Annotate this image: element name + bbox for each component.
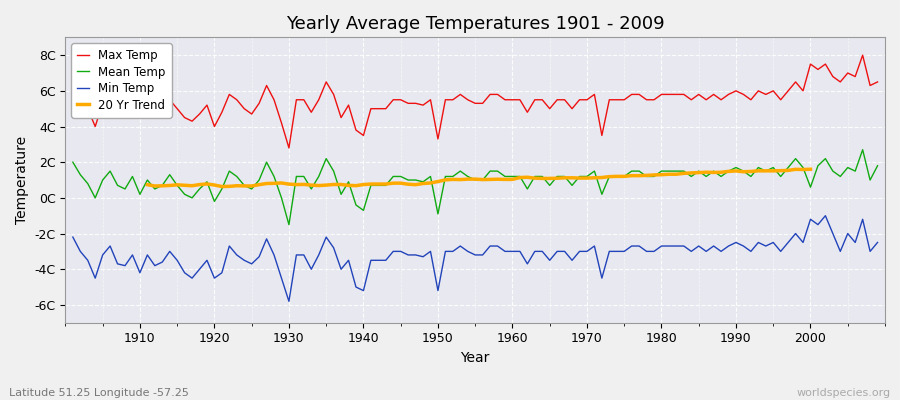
Min Temp: [68, 235, 78, 240]
Max Temp: [604, 97, 615, 102]
X-axis label: Year: Year: [461, 351, 490, 365]
20 Yr Trend: [238, 184, 249, 188]
Min Temp: [604, 249, 615, 254]
Min Temp: [127, 252, 138, 257]
20 Yr Trend: [611, 174, 622, 179]
Line: Mean Temp: Mean Temp: [73, 150, 878, 225]
Line: Max Temp: Max Temp: [73, 55, 878, 148]
Min Temp: [284, 299, 294, 304]
Mean Temp: [604, 174, 615, 179]
Min Temp: [343, 258, 354, 263]
Text: Latitude 51.25 Longitude -57.25: Latitude 51.25 Longitude -57.25: [9, 388, 189, 398]
Min Temp: [820, 213, 831, 218]
20 Yr Trend: [716, 170, 726, 175]
Max Temp: [127, 97, 138, 102]
Mean Temp: [507, 174, 517, 179]
20 Yr Trend: [806, 167, 816, 172]
Min Temp: [872, 240, 883, 245]
Min Temp: [299, 252, 310, 257]
Mean Temp: [515, 174, 526, 179]
Mean Temp: [872, 163, 883, 168]
Max Temp: [284, 146, 294, 150]
Mean Temp: [284, 222, 294, 227]
20 Yr Trend: [217, 184, 228, 189]
Mean Temp: [299, 174, 310, 179]
Max Temp: [857, 53, 868, 58]
20 Yr Trend: [783, 168, 794, 173]
Title: Yearly Average Temperatures 1901 - 2009: Yearly Average Temperatures 1901 - 2009: [286, 15, 664, 33]
Text: worldspecies.org: worldspecies.org: [796, 388, 891, 398]
Max Temp: [68, 85, 78, 90]
Min Temp: [515, 249, 526, 254]
Max Temp: [515, 97, 526, 102]
Mean Temp: [127, 174, 138, 179]
Mean Temp: [343, 180, 354, 184]
Mean Temp: [68, 160, 78, 164]
20 Yr Trend: [701, 170, 712, 174]
Y-axis label: Temperature: Temperature: [15, 136, 29, 224]
Max Temp: [507, 97, 517, 102]
Min Temp: [507, 249, 517, 254]
Line: 20 Yr Trend: 20 Yr Trend: [148, 169, 811, 186]
20 Yr Trend: [142, 182, 153, 187]
Max Temp: [872, 80, 883, 84]
Max Temp: [343, 103, 354, 108]
Max Temp: [299, 97, 310, 102]
20 Yr Trend: [351, 183, 362, 188]
Legend: Max Temp, Mean Temp, Min Temp, 20 Yr Trend: Max Temp, Mean Temp, Min Temp, 20 Yr Tre…: [71, 43, 172, 118]
Line: Min Temp: Min Temp: [73, 216, 878, 301]
Mean Temp: [857, 147, 868, 152]
